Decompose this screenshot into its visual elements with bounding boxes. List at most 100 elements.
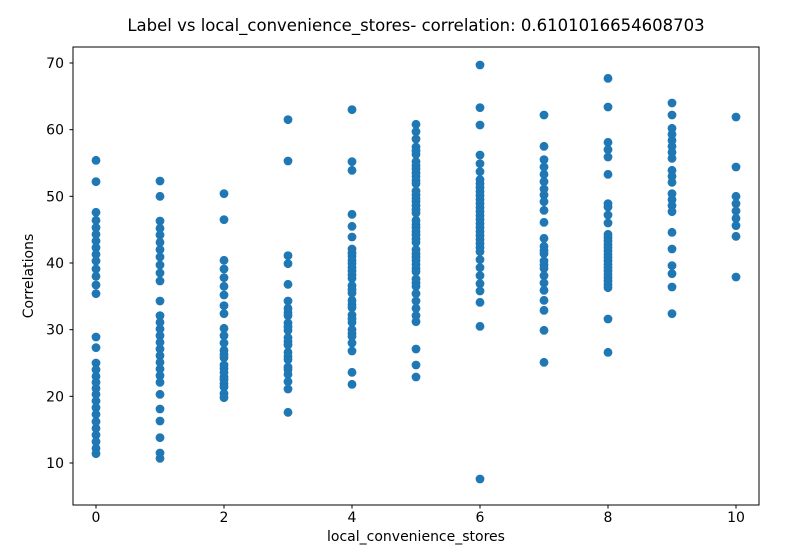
data-point — [91, 280, 101, 290]
data-point — [667, 110, 677, 120]
data-point — [155, 191, 165, 201]
data-point — [155, 276, 165, 286]
data-point — [603, 73, 613, 83]
data-point — [91, 332, 101, 342]
data-point — [155, 433, 165, 443]
data-point — [347, 379, 357, 389]
data-point — [283, 407, 293, 417]
data-point — [155, 317, 165, 327]
data-point — [219, 301, 229, 311]
data-point — [347, 338, 357, 348]
data-point — [91, 389, 101, 399]
data-point — [411, 317, 421, 327]
x-tick-label: 0 — [92, 510, 101, 526]
data-point — [475, 279, 485, 289]
y-tick-label: 60 — [46, 123, 64, 139]
data-point — [603, 314, 613, 324]
data-point — [91, 207, 101, 217]
data-point — [155, 324, 165, 334]
data-point — [91, 289, 101, 299]
data-point — [603, 210, 613, 220]
data-point — [411, 179, 421, 189]
data-point — [283, 384, 293, 394]
data-point — [731, 206, 741, 216]
x-tick-label: 2 — [220, 510, 229, 526]
data-point — [539, 217, 549, 227]
data-point — [475, 103, 485, 113]
data-point — [539, 249, 549, 259]
data-point — [155, 216, 165, 226]
data-point — [475, 247, 485, 257]
data-point — [91, 243, 101, 253]
data-point — [155, 337, 165, 347]
data-point — [347, 303, 357, 313]
data-point — [603, 169, 613, 179]
data-point — [347, 346, 357, 356]
data-point — [603, 283, 613, 293]
data-point — [283, 377, 293, 387]
data-point — [475, 120, 485, 130]
data-point — [667, 269, 677, 279]
data-point — [91, 177, 101, 187]
data-point — [91, 271, 101, 281]
data-point — [667, 153, 677, 163]
data-point — [411, 372, 421, 382]
data-point — [667, 98, 677, 108]
y-tick-label: 40 — [46, 256, 64, 272]
data-point — [91, 249, 101, 259]
data-point — [667, 244, 677, 254]
plot-area-border — [72, 46, 760, 506]
data-point — [283, 355, 293, 365]
data-point — [283, 115, 293, 125]
data-point — [155, 357, 165, 367]
data-points-group — [91, 60, 741, 484]
data-point — [411, 344, 421, 354]
data-point — [155, 176, 165, 186]
data-point — [347, 288, 357, 298]
data-point — [91, 437, 101, 447]
data-point — [603, 152, 613, 162]
data-point — [155, 296, 165, 306]
data-point — [731, 112, 741, 122]
data-point — [91, 236, 101, 246]
data-point — [539, 190, 549, 200]
data-point — [667, 227, 677, 237]
data-point — [91, 449, 101, 459]
data-point — [411, 237, 421, 247]
data-point — [475, 60, 485, 70]
data-point — [667, 207, 677, 217]
data-point — [475, 159, 485, 169]
data-point — [347, 232, 357, 242]
data-point — [219, 331, 229, 341]
data-point — [283, 311, 293, 321]
data-point — [475, 167, 485, 177]
data-point — [475, 321, 485, 331]
data-point — [155, 404, 165, 414]
y-axis-label: Correlations — [21, 234, 37, 319]
data-point — [539, 155, 549, 165]
data-point — [603, 145, 613, 155]
data-point — [91, 365, 101, 375]
data-point — [219, 290, 229, 300]
y-tick-label: 30 — [46, 323, 64, 339]
data-point — [411, 208, 421, 218]
data-point — [475, 150, 485, 160]
x-tick-label: 6 — [476, 510, 485, 526]
data-point — [539, 162, 549, 172]
data-point — [283, 296, 293, 306]
data-point — [155, 268, 165, 278]
data-point — [155, 371, 165, 381]
data-point — [283, 251, 293, 261]
data-point — [219, 353, 229, 363]
data-point — [539, 305, 549, 315]
data-point — [91, 264, 101, 274]
x-tick-label: 4 — [348, 510, 357, 526]
data-point — [91, 229, 101, 239]
x-tick-label: 8 — [604, 510, 613, 526]
data-point — [347, 331, 357, 341]
data-point — [539, 278, 549, 288]
data-point — [91, 409, 101, 419]
data-point — [283, 279, 293, 289]
data-point — [539, 271, 549, 281]
data-point — [283, 259, 293, 269]
